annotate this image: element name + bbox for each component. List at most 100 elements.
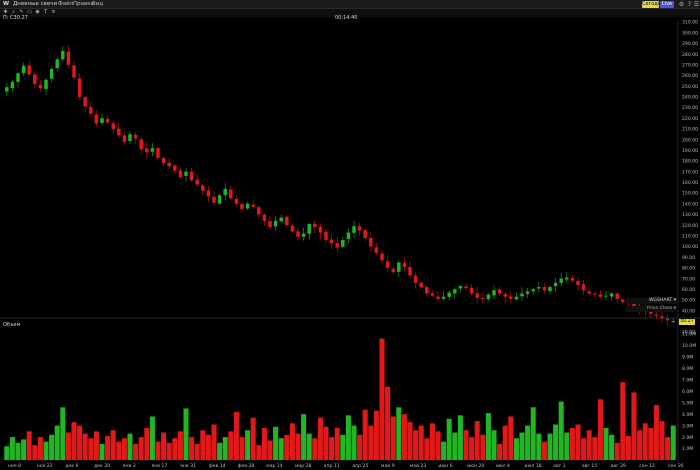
candle-body xyxy=(61,50,65,60)
candle-body xyxy=(77,78,82,97)
candle-body xyxy=(27,65,31,75)
volume-bar xyxy=(301,414,307,460)
date-tick-label: авг 1 xyxy=(553,463,565,469)
volume-bar xyxy=(144,427,150,460)
candle-body xyxy=(201,185,205,191)
date-tick-label: мар 28 xyxy=(295,463,312,469)
candle-body xyxy=(5,87,9,92)
volume-bar xyxy=(217,442,223,460)
price-tick-label: 70.00 xyxy=(682,276,695,282)
candle-body xyxy=(161,158,166,164)
candle-body xyxy=(335,243,339,248)
candle-body xyxy=(16,73,20,82)
volume-tick-label: 8.0M xyxy=(682,366,693,372)
volume-bar xyxy=(390,416,396,460)
candle-body xyxy=(570,278,575,281)
menu-edit[interactable]: Правка xyxy=(73,1,94,7)
volume-tick-label: 3.0M xyxy=(682,423,693,429)
candle-body xyxy=(33,74,37,84)
crosshair-icon[interactable]: ✚ xyxy=(3,9,8,15)
volume-bar xyxy=(256,445,262,460)
price-tick-label: 90.00 xyxy=(682,255,695,261)
volume-bar xyxy=(26,431,32,460)
volume-bar xyxy=(424,438,430,460)
settings-icon[interactable]: ☰ xyxy=(693,1,700,8)
candle-body xyxy=(38,84,43,89)
candle-body xyxy=(10,81,15,89)
candle-body xyxy=(72,65,76,78)
volume-bar xyxy=(373,410,379,460)
drawing-toolbar: ✚ ⌕ ✎ ▭ ◉ T ≡ xyxy=(0,9,700,17)
chart-type-dropdown[interactable]: Дневные свечи xyxy=(13,1,58,7)
candle-body xyxy=(122,135,127,142)
symbol-selector[interactable]: W xyxy=(3,1,10,7)
draw-icon[interactable]: ✎ xyxy=(19,9,24,15)
candle-body xyxy=(565,277,569,280)
candle-body xyxy=(195,179,199,185)
candle-body xyxy=(167,162,171,167)
volume-bar xyxy=(194,443,200,460)
volume-bar xyxy=(9,437,15,460)
date-tick-label: мар 14 xyxy=(266,463,283,469)
candle-body xyxy=(397,262,401,272)
date-tick-label: апр 25 xyxy=(352,463,368,469)
candle-body xyxy=(598,294,603,297)
layers-icon[interactable]: ≡ xyxy=(51,9,56,15)
date-tick-label: авг 15 xyxy=(582,463,597,469)
volume-bar xyxy=(149,416,155,460)
candle-body xyxy=(453,289,457,294)
candle-body xyxy=(128,134,132,142)
volume-bar xyxy=(469,437,475,460)
volume-bar xyxy=(485,413,491,460)
text-icon[interactable]: T xyxy=(43,9,48,15)
candle-body xyxy=(150,148,155,152)
price-tick-label: 160.00 xyxy=(682,180,698,186)
volume-bar xyxy=(239,437,245,460)
date-tick-label: янв 17 xyxy=(151,463,167,469)
price-tick-label: 300.00 xyxy=(682,30,698,36)
volume-bar xyxy=(396,407,402,460)
volume-bar xyxy=(317,417,323,460)
menu-view[interactable]: Вид xyxy=(92,1,104,7)
live-button[interactable]: Live xyxy=(660,1,674,8)
candle-body xyxy=(223,188,227,196)
candle-body xyxy=(94,114,99,124)
candle-body xyxy=(139,139,143,150)
menu-file[interactable]: Файл xyxy=(58,1,74,7)
candle-body xyxy=(44,79,48,89)
volume-tick-label: 4.0M xyxy=(682,412,693,418)
zoom-icon[interactable]: ⌕ xyxy=(12,9,15,15)
date-tick-label: фев 14 xyxy=(209,463,226,469)
indicator-ticker-label[interactable]: WGSHART ▾ xyxy=(626,298,678,304)
candle-body xyxy=(481,298,485,300)
volume-bar xyxy=(429,423,435,460)
price-tick-label: 220.00 xyxy=(682,116,698,122)
camera-icon[interactable]: ◉ xyxy=(35,9,40,15)
eraser-icon[interactable]: ▭ xyxy=(27,9,32,15)
price-tick-label: 110.00 xyxy=(682,233,698,239)
gear-icon[interactable]: ⚙ xyxy=(678,1,685,8)
volume-bar xyxy=(541,441,547,460)
volume-bar xyxy=(295,433,301,460)
candles xyxy=(5,45,675,326)
volume-bar xyxy=(205,434,211,460)
volume-bar xyxy=(278,438,284,460)
volume-bar xyxy=(312,438,318,460)
price-close-label[interactable]: Price Close ▾ xyxy=(626,306,678,312)
volume-bar xyxy=(401,414,407,460)
candle-body xyxy=(458,286,463,289)
volume-bar xyxy=(480,434,486,460)
candle-body xyxy=(189,171,194,181)
volume-bar xyxy=(110,430,116,460)
candle-body xyxy=(318,226,323,233)
volume-bar xyxy=(452,432,458,460)
volume-bar xyxy=(228,431,234,460)
candle-body xyxy=(671,321,675,323)
volume-bar xyxy=(289,423,295,460)
price-tick-label: 280.00 xyxy=(682,52,698,58)
help-icon[interactable]: ? xyxy=(687,1,692,8)
candle-body xyxy=(279,217,283,222)
date-axis: ноя 8 ноя 22 дек 6 дек 20 янв 3 янв 17 янв 31 ф… xyxy=(8,462,684,469)
today-button[interactable]: Сегодня xyxy=(642,1,664,8)
